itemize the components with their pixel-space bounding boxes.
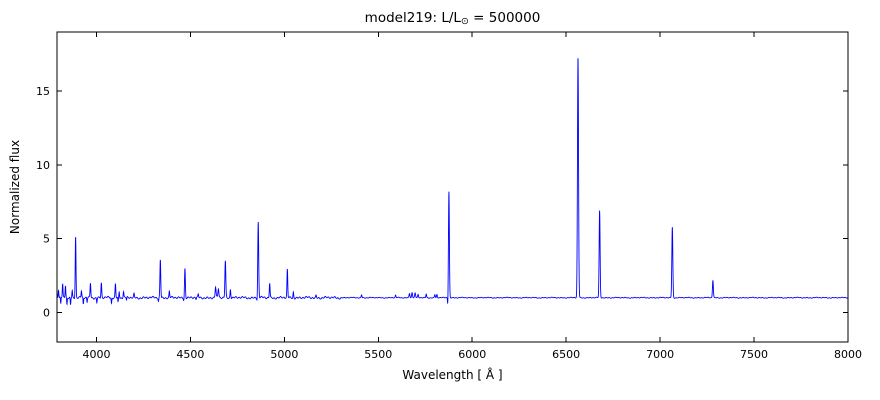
y-tick-label: 15 — [36, 85, 50, 98]
x-tick-label: 6000 — [458, 348, 486, 361]
chart-title-prefix: model219: L/L — [364, 10, 461, 26]
y-axis-label: Normalized flux — [8, 139, 22, 235]
y-tick-label: 0 — [43, 306, 50, 319]
chart-title: model219: L/L⊙ = 500000 — [57, 10, 848, 27]
y-tick-label: 10 — [36, 159, 50, 172]
x-tick-label: 4000 — [82, 348, 110, 361]
spectrum-line — [57, 58, 848, 306]
y-tick-label: 5 — [43, 233, 50, 246]
x-tick-label: 6500 — [552, 348, 580, 361]
axes-border — [56, 31, 849, 343]
x-tick-label: 7500 — [740, 348, 768, 361]
x-tick-label: 4500 — [176, 348, 204, 361]
x-tick-label: 8000 — [834, 348, 862, 361]
x-tick-label: 7000 — [646, 348, 674, 361]
x-tick-label: 5000 — [270, 348, 298, 361]
chart-title-suffix: = 500000 — [468, 10, 541, 26]
x-axis-label: Wavelength [ Å ] — [402, 368, 503, 382]
x-tick-label: 5500 — [364, 348, 392, 361]
sun-symbol: ⊙ — [460, 16, 469, 27]
